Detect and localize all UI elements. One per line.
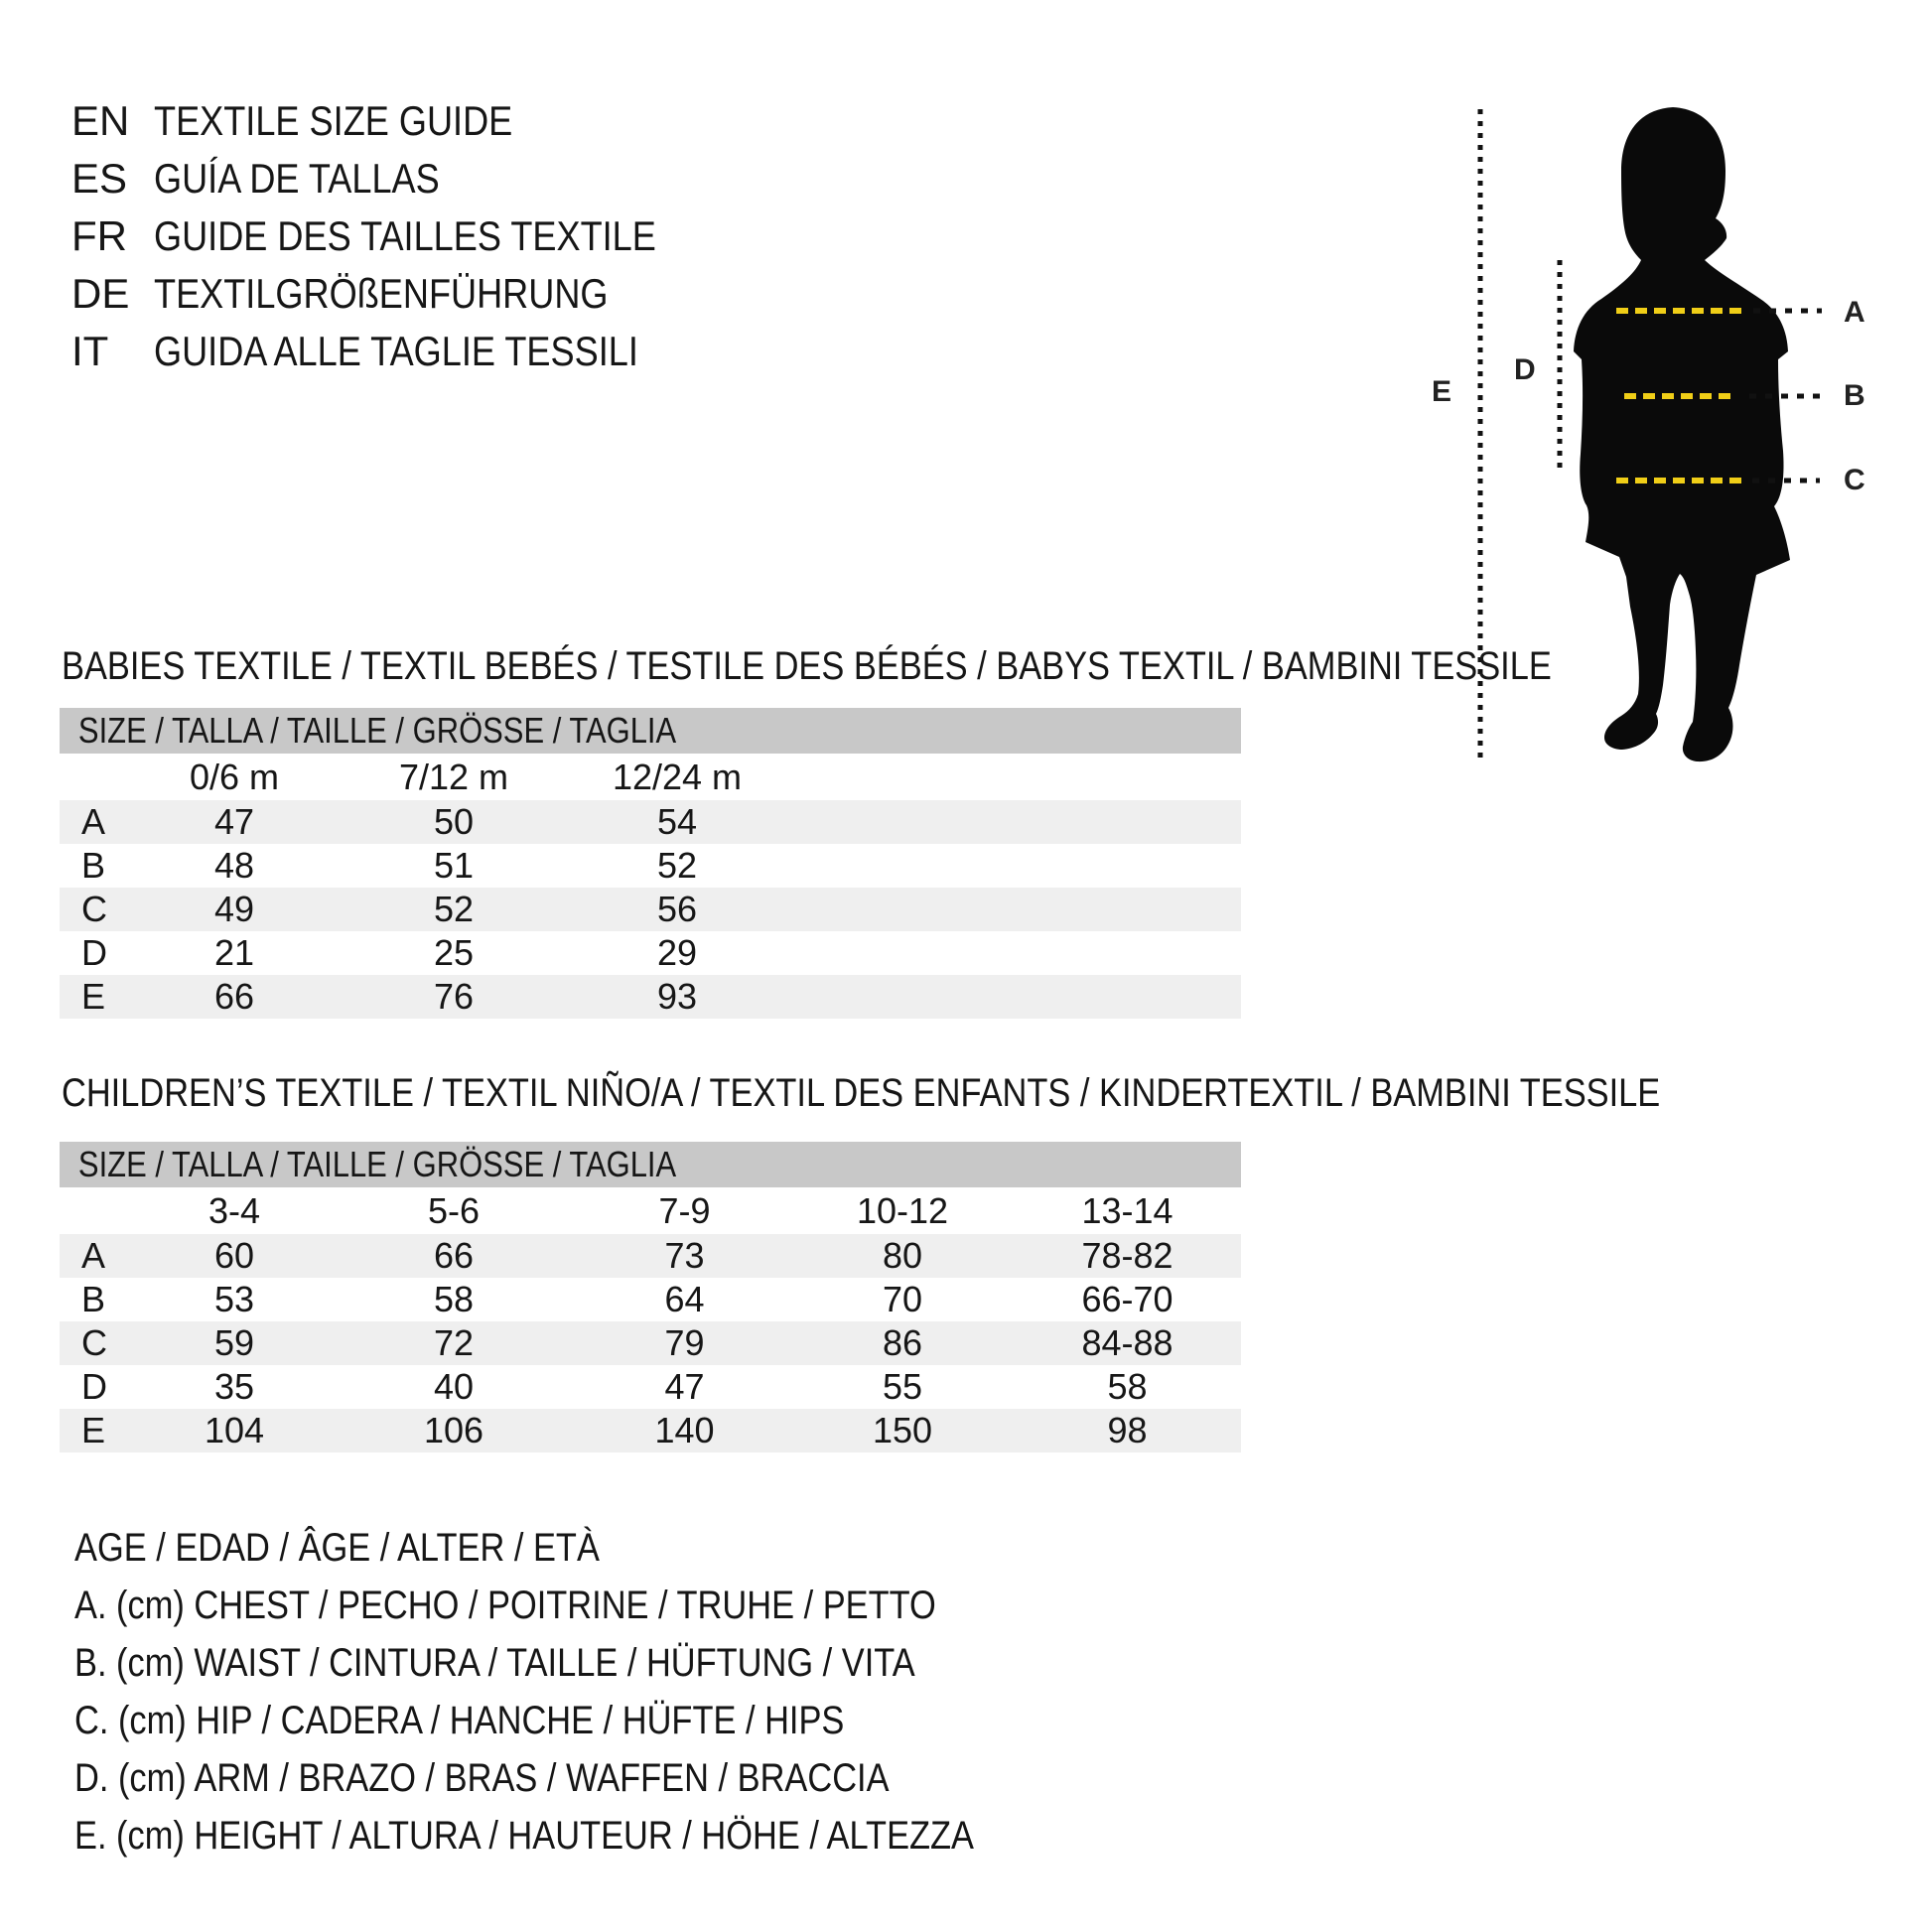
child-silhouette bbox=[1574, 107, 1790, 762]
lang-row-it: IT GUIDA ALLE TAGLIE TESSILI bbox=[71, 323, 738, 380]
table-row: D 35 40 47 55 58 bbox=[81, 1366, 1148, 1407]
children-col-3-4: 3-4 bbox=[207, 1189, 261, 1231]
lang-title: GUÍA DE TALLAS bbox=[154, 155, 440, 202]
measurement-legend: AGE / EDAD / ÂGE / ALTER / ETÀ A. (cm) C… bbox=[74, 1519, 1120, 1864]
table-row: B 48 51 52 bbox=[81, 845, 698, 886]
babies-size-table: 0/6 m 7/12 m 12/24 m A 47 50 54 B 48 51 … bbox=[60, 754, 1241, 1019]
children-size-header-bar: SIZE / TALLA / TAILLE / GRÖSSE / TAGLIA bbox=[60, 1142, 1241, 1187]
legend-chest-line: A. (cm) CHEST / PECHO / POITRINE / TRUHE… bbox=[74, 1583, 936, 1627]
lang-title: GUIDE DES TAILLES TEXTILE bbox=[154, 212, 656, 259]
children-size-table: 3-4 5-6 7-9 10-12 13-14 A 60 66 73 80 78… bbox=[60, 1187, 1241, 1452]
table-row: D 21 25 29 bbox=[81, 932, 698, 973]
figure-label-a: A bbox=[1844, 296, 1865, 329]
figure-label-c: C bbox=[1844, 464, 1865, 496]
table-row: C 49 52 56 bbox=[60, 888, 1241, 931]
table-row: A 47 50 54 bbox=[60, 800, 1241, 844]
babies-column-header-row: 0/6 m 7/12 m 12/24 m bbox=[60, 754, 1241, 800]
lang-row-de: DE TEXTILGRÖßENFÜHRUNG bbox=[71, 265, 738, 323]
babies-size-header-bar: SIZE / TALLA / TAILLE / GRÖSSE / TAGLIA bbox=[60, 708, 1241, 754]
lang-code: EN bbox=[71, 97, 130, 144]
lang-code: IT bbox=[71, 328, 109, 374]
babies-col-7-12m: 7/12 m bbox=[398, 756, 509, 797]
figure-label-d: D bbox=[1514, 353, 1536, 386]
lang-row-en: EN TEXTILE SIZE GUIDE bbox=[71, 92, 738, 150]
children-section-title: CHILDREN’S TEXTILE / TEXTIL NIÑO/A / TEX… bbox=[62, 1071, 1661, 1115]
table-row: A 60 66 73 80 78-82 bbox=[60, 1234, 1241, 1278]
figure-label-e: E bbox=[1432, 375, 1452, 408]
legend-waist-line: B. (cm) WAIST / CINTURA / TAILLE / HÜFTU… bbox=[74, 1640, 915, 1685]
lang-title: GUIDA ALLE TAGLIE TESSILI bbox=[154, 328, 638, 374]
children-col-13-14: 13-14 bbox=[1081, 1189, 1173, 1231]
language-title-list: EN TEXTILE SIZE GUIDE ES GUÍA DE TALLAS … bbox=[71, 92, 738, 380]
babies-col-12-24m: 12/24 m bbox=[612, 756, 743, 797]
babies-col-0-6m: 0/6 m bbox=[189, 756, 280, 797]
legend-height-line: E. (cm) HEIGHT / ALTURA / HAUTEUR / HÖHE… bbox=[74, 1813, 974, 1858]
table-row: E 104 106 140 150 98 bbox=[60, 1409, 1241, 1452]
lang-code: ES bbox=[71, 155, 128, 202]
figure-label-b: B bbox=[1844, 379, 1865, 412]
legend-arm-line: D. (cm) ARM / BRAZO / BRAS / WAFFEN / BR… bbox=[74, 1755, 890, 1800]
children-col-5-6: 5-6 bbox=[427, 1189, 481, 1231]
children-col-10-12: 10-12 bbox=[856, 1189, 949, 1231]
legend-age-line: AGE / EDAD / ÂGE / ALTER / ETÀ bbox=[74, 1525, 600, 1570]
lang-title: TEXTILGRÖßENFÜHRUNG bbox=[154, 270, 609, 317]
children-column-header-row: 3-4 5-6 7-9 10-12 13-14 bbox=[60, 1187, 1241, 1234]
child-silhouette-diagram bbox=[1477, 107, 1822, 762]
lang-code: FR bbox=[71, 212, 127, 259]
lang-row-es: ES GUÍA DE TALLAS bbox=[71, 150, 738, 207]
table-row: B 53 58 64 70 66-70 bbox=[81, 1279, 1173, 1319]
babies-section-title: BABIES TEXTILE / TEXTIL BEBÉS / TESTILE … bbox=[62, 644, 1552, 688]
lang-row-fr: FR GUIDE DES TAILLES TEXTILE bbox=[71, 207, 738, 265]
legend-hip-line: C. (cm) HIP / CADERA / HANCHE / HÜFTE / … bbox=[74, 1698, 845, 1742]
children-col-7-9: 7-9 bbox=[658, 1189, 711, 1231]
table-row: E 66 76 93 bbox=[60, 975, 1241, 1019]
lang-title: TEXTILE SIZE GUIDE bbox=[154, 97, 513, 144]
lang-code: DE bbox=[71, 270, 130, 317]
table-row: C 59 72 79 86 84-88 bbox=[60, 1321, 1241, 1365]
